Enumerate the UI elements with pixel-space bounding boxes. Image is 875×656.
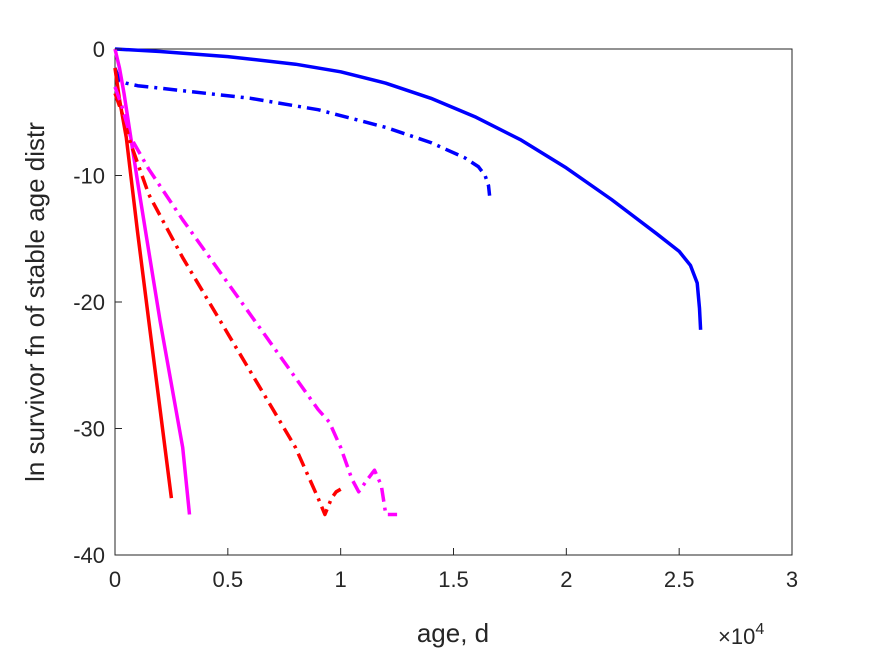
series-line-5 [113,92,342,517]
y-ticks: 0 -10 -20 -30 -40 [73,37,122,568]
x-tick-label: 3 [786,567,798,592]
y-tick-label: -40 [73,543,105,568]
series-layer [113,47,703,517]
y-tick-label: -10 [73,164,105,189]
x-exponent-label: ×104 [718,621,764,649]
y-tick-label: -30 [73,417,105,442]
x-tick-label: 0 [109,567,121,592]
y-tick-label: -20 [73,290,105,315]
series-line-1 [114,47,703,330]
x-ticks: 0 0.5 1 1.5 2 2.5 3 [109,548,798,592]
y-axis-label: ln survivor fn of stable age distr [20,122,50,482]
x-exponent-base: ×10 [718,624,755,649]
plot-area [114,48,793,556]
x-tick-label: 2 [560,567,572,592]
x-tick-label: 1 [335,567,347,592]
x-exponent-power: 4 [755,621,764,638]
series-line-4 [113,48,192,515]
x-tick-label: 2.5 [664,567,695,592]
x-tick-label: 0.5 [213,567,244,592]
x-axis-label: age, d [417,618,489,648]
series-line-2 [113,67,492,196]
series-line-6 [113,86,398,517]
y-tick-label: 0 [93,37,105,62]
x-tick-label: 1.5 [438,567,469,592]
